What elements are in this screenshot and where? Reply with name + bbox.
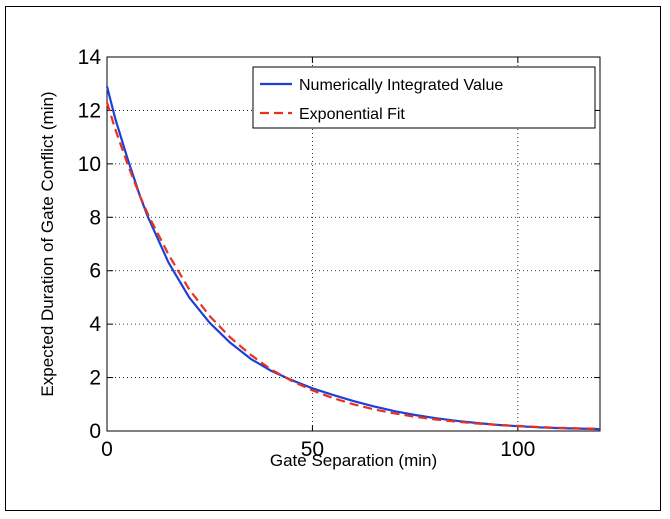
legend-box [252, 66, 596, 129]
y-tick-label: 4 [89, 313, 101, 336]
legend-label-exponential-fit: Exponential Fit [299, 106, 405, 123]
y-tick-label: 8 [89, 206, 101, 229]
y-tick-label: 10 [78, 153, 101, 176]
legend-label-numerically-integrated: Numerically Integrated Value [299, 77, 503, 94]
series-line-exponential-fit [105, 102, 601, 430]
x-tick-label: 100 [500, 438, 535, 461]
legend: Numerically Integrated Value Exponential… [252, 66, 596, 129]
y-tick-label: 0 [89, 420, 101, 443]
y-axis-label: Expected Duration of Gate Conflict (min) [38, 91, 57, 396]
series-layer [105, 86, 601, 431]
x-axis-label: Gate Separation (min) [270, 451, 437, 470]
axis-ticks: 0 50 100 0 2 4 6 8 10 12 14 [78, 46, 600, 461]
plot-area [106, 56, 601, 432]
x-tick-label: 50 [301, 438, 324, 461]
y-tick-label: 6 [89, 260, 101, 283]
x-tick-label: 0 [101, 438, 113, 461]
series-line-numerically-integrated [105, 86, 601, 431]
y-tick-label: 2 [89, 367, 101, 390]
y-tick-label: 12 [78, 99, 101, 122]
y-tick-label: 14 [78, 46, 102, 69]
